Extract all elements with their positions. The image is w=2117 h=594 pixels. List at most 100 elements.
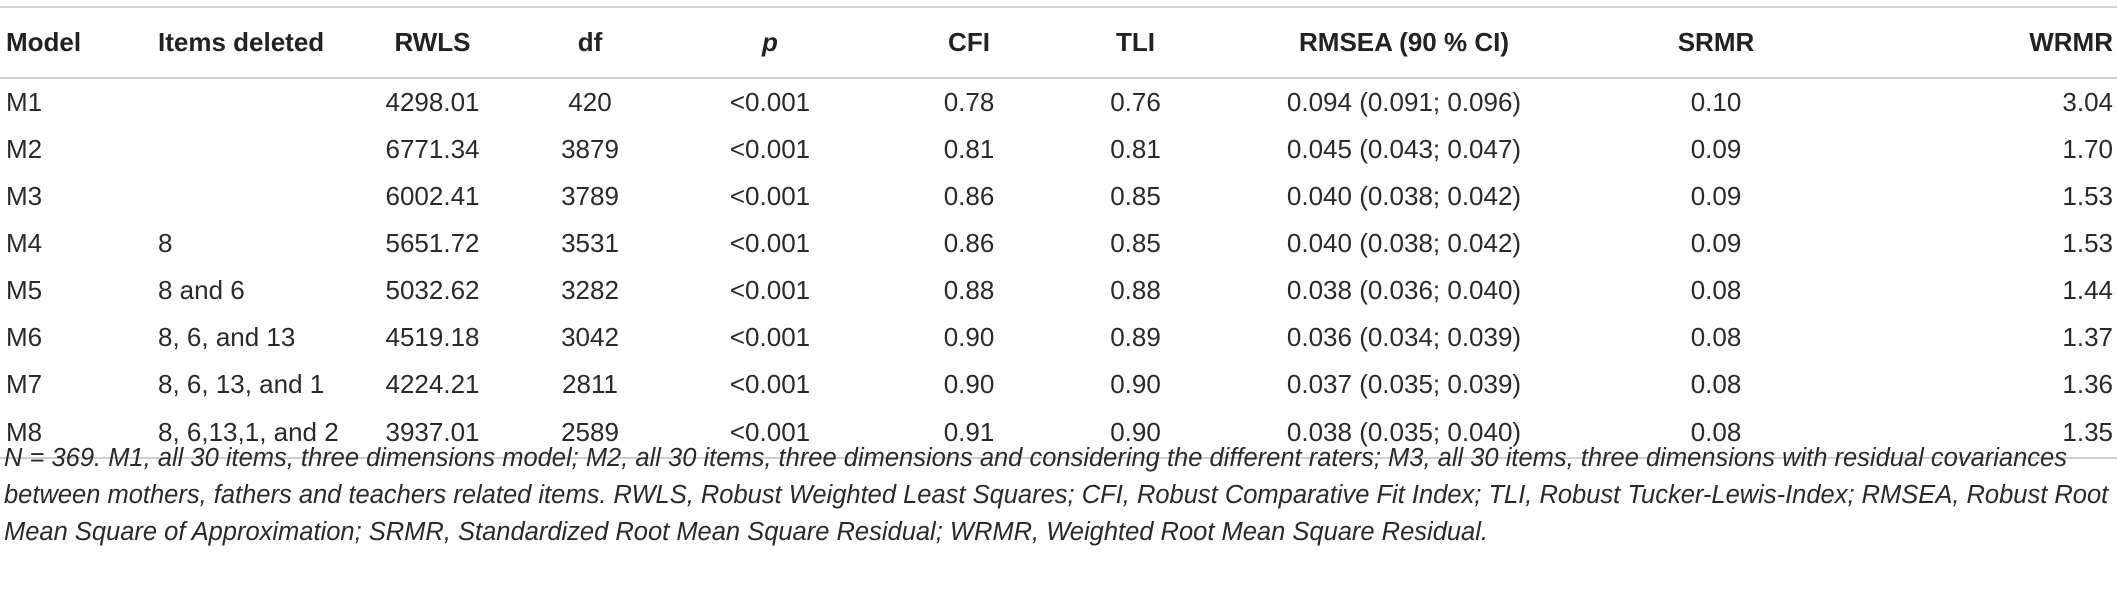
cell-p: <0.001 bbox=[729, 228, 811, 258]
table-row: M2 6771.34 3879 <0.001 0.81 0.81 0.045 (0.043;… bbox=[0, 126, 2117, 173]
cell-p: <0.001 bbox=[729, 275, 811, 305]
cell-srmr: 0.10 bbox=[1690, 87, 1742, 117]
header-df: df bbox=[515, 6, 665, 79]
cell-rmsea: 0.094 (0.091; 0.096) bbox=[1286, 87, 1522, 117]
cell-rwls: 6771.34 bbox=[385, 134, 480, 164]
cell-model: M6 bbox=[6, 322, 43, 352]
header-srmr: SRMR bbox=[1600, 6, 1832, 79]
cell-items-deleted: 8 bbox=[158, 228, 173, 258]
cell-srmr: 0.09 bbox=[1690, 181, 1742, 211]
cell-tli: 0.90 bbox=[1063, 408, 1208, 459]
cell-model: M7 bbox=[6, 369, 43, 399]
cell-df: 3879 bbox=[561, 134, 619, 164]
cell-tli: 0.90 bbox=[1110, 369, 1161, 399]
cell-tli: 0.85 bbox=[1110, 228, 1161, 258]
cell-model: M2 bbox=[6, 134, 43, 164]
cell-model: M4 bbox=[6, 228, 43, 258]
table-row: M8 8, 6,13,1, and 2 3937.01 2589 <0.001 0.91 0… bbox=[0, 408, 2117, 459]
cell-items-deleted: 8, 6, 13, and 1 bbox=[158, 369, 325, 399]
cell-rwls: 5032.62 bbox=[385, 275, 480, 305]
cell-df: 420 bbox=[568, 87, 612, 117]
cell-p: <0.001 bbox=[729, 369, 811, 399]
cell-tli: 0.76 bbox=[1110, 87, 1161, 117]
header-tli: TLI bbox=[1063, 6, 1208, 79]
cell-model: M3 bbox=[6, 181, 43, 211]
cell-wrmr: 1.44 bbox=[2062, 275, 2113, 305]
cell-rmsea: 0.045 (0.043; 0.047) bbox=[1286, 134, 1522, 164]
cell-cfi: 0.90 bbox=[943, 369, 995, 399]
cell-cfi: 0.91 bbox=[875, 408, 1063, 459]
cell-rmsea: 0.040 (0.038; 0.042) bbox=[1286, 228, 1522, 258]
cell-cfi: 0.88 bbox=[943, 275, 995, 305]
header-wrmr: WRMR bbox=[1832, 6, 2117, 79]
cell-rmsea: 0.038 (0.035; 0.040) bbox=[1208, 408, 1600, 459]
header-row: Model Items deleted RWLS df p CFI TLI RM… bbox=[0, 6, 2117, 79]
footnote-text: N = 369. M1, all 30 items, three dimensi… bbox=[4, 444, 2109, 546]
table-header: Model Items deleted RWLS df p CFI TLI RM… bbox=[0, 6, 2117, 79]
cell-rwls: 5651.72 bbox=[385, 228, 480, 258]
table-row: M6 8, 6, and 13 4519.18 3042 <0.001 0.90 0.89 0… bbox=[0, 314, 2117, 361]
cell-srmr: 0.08 bbox=[1690, 369, 1742, 399]
table-row: M5 8 and 6 5032.62 3282 <0.001 0.88 0.88 0.038 … bbox=[0, 267, 2117, 314]
cell-wrmr: 1.53 bbox=[2062, 181, 2113, 211]
cell-rwls: 4298.01 bbox=[385, 87, 480, 117]
cell-df: 3531 bbox=[561, 228, 619, 258]
cell-p: <0.001 bbox=[729, 322, 811, 352]
cell-df: 3789 bbox=[561, 181, 619, 211]
cell-items-deleted bbox=[150, 173, 350, 220]
cell-df: 3282 bbox=[561, 275, 619, 305]
cell-wrmr: 1.53 bbox=[2062, 228, 2113, 258]
cell-wrmr: 1.35 bbox=[1832, 408, 2117, 459]
cell-rwls: 4224.21 bbox=[385, 369, 480, 399]
table-row: M4 8 5651.72 3531 <0.001 0.86 0.85 0.040 (0.038… bbox=[0, 220, 2117, 267]
cell-srmr: 0.09 bbox=[1690, 134, 1742, 164]
cell-wrmr: 3.04 bbox=[2062, 87, 2113, 117]
table-row: M1 4298.01 420 <0.001 0.78 0.76 0.094 (0.091; … bbox=[0, 78, 2117, 126]
cell-cfi: 0.81 bbox=[943, 134, 995, 164]
cell-cfi: 0.86 bbox=[943, 181, 995, 211]
cell-p: <0.001 bbox=[729, 181, 811, 211]
cell-wrmr: 1.36 bbox=[2062, 369, 2113, 399]
cell-srmr: 0.08 bbox=[1690, 275, 1742, 305]
header-cfi: CFI bbox=[875, 6, 1063, 79]
table-row: M3 6002.41 3789 <0.001 0.86 0.85 0.040 (0.038;… bbox=[0, 173, 2117, 220]
cell-model: M5 bbox=[6, 275, 43, 305]
cell-tli: 0.88 bbox=[1110, 275, 1161, 305]
cell-df: 3042 bbox=[561, 322, 619, 352]
cell-model: M8 bbox=[0, 408, 150, 459]
cell-tli: 0.89 bbox=[1110, 322, 1161, 352]
cell-srmr: 0.08 bbox=[1600, 408, 1832, 459]
cell-df: 2811 bbox=[562, 369, 618, 399]
cell-rwls: 4519.18 bbox=[385, 322, 480, 352]
cell-rwls: 6002.41 bbox=[385, 181, 480, 211]
cell-cfi: 0.90 bbox=[943, 322, 995, 352]
cell-model: M1 bbox=[6, 87, 43, 117]
cell-cfi: 0.78 bbox=[943, 87, 995, 117]
cell-rmsea: 0.037 (0.035; 0.039) bbox=[1286, 369, 1522, 399]
cell-srmr: 0.09 bbox=[1690, 228, 1742, 258]
cell-tli: 0.81 bbox=[1110, 134, 1161, 164]
cell-rwls: 3937.01 bbox=[350, 408, 515, 459]
header-items-deleted: Items deleted bbox=[150, 6, 350, 79]
cell-tli: 0.85 bbox=[1110, 181, 1161, 211]
model-fit-table: Model Items deleted RWLS df p CFI TLI RM… bbox=[0, 6, 2117, 459]
cell-items-deleted bbox=[150, 126, 350, 173]
table-row: M7 8, 6, 13, and 1 4224.21 2811 <0.001 0.90 0.… bbox=[0, 361, 2117, 408]
cell-rmsea: 0.036 (0.034; 0.039) bbox=[1286, 322, 1522, 352]
cell-rmsea: 0.038 (0.036; 0.040) bbox=[1286, 275, 1522, 305]
header-rwls: RWLS bbox=[350, 6, 515, 79]
cell-df: 2589 bbox=[515, 408, 665, 459]
table-body: M1 4298.01 420 <0.001 0.78 0.76 0.094 (0.091; … bbox=[0, 78, 2117, 459]
cell-cfi: 0.86 bbox=[943, 228, 995, 258]
header-p: p bbox=[665, 6, 875, 79]
table-footnote: N = 369. M1, all 30 items, three dimensi… bbox=[4, 440, 2109, 551]
header-model: Model bbox=[0, 6, 150, 79]
cell-items-deleted bbox=[150, 78, 350, 126]
cell-items-deleted: 8, 6, and 13 bbox=[158, 322, 296, 352]
cell-rmsea: 0.040 (0.038; 0.042) bbox=[1286, 181, 1522, 211]
cell-wrmr: 1.37 bbox=[2062, 322, 2113, 352]
cell-p: <0.001 bbox=[729, 87, 811, 117]
cell-wrmr: 1.70 bbox=[2062, 134, 2113, 164]
cell-srmr: 0.08 bbox=[1690, 322, 1742, 352]
